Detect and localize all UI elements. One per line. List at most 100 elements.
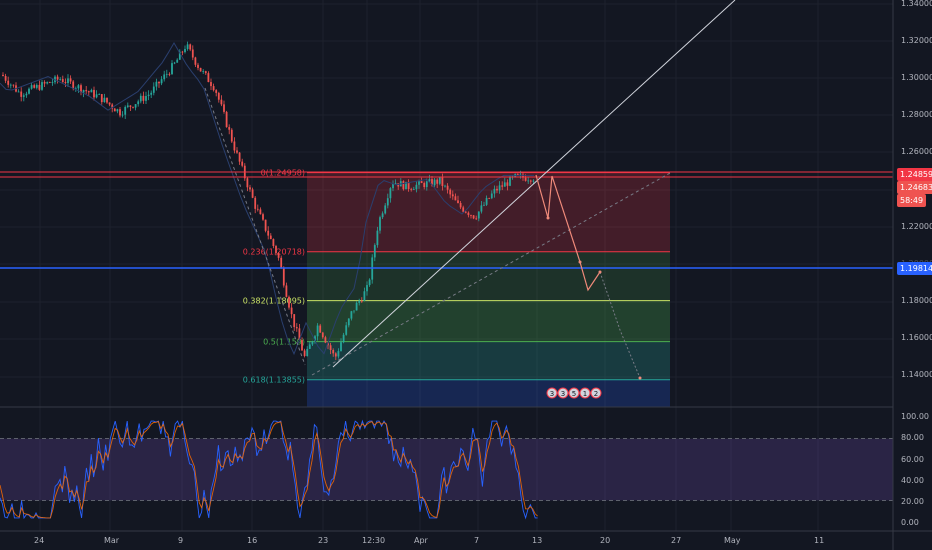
osc-tick: 20.00 [901, 497, 924, 506]
event-badge-count: 3 [550, 390, 554, 398]
candle-body [100, 94, 103, 103]
candle-body [498, 185, 501, 191]
osc-tick: 80.00 [901, 433, 924, 442]
candle-body [124, 106, 127, 115]
candle-body [77, 85, 80, 89]
fib-level-label: 0.382(1.18095) [243, 297, 305, 306]
candle-body [33, 85, 36, 88]
candle-body [522, 174, 524, 178]
candle-body [503, 182, 506, 187]
blue-line-price-tag: 1.19814 [897, 262, 932, 275]
price-tick: 1.26000 [901, 147, 932, 156]
candle-body [470, 215, 472, 216]
candle-body [366, 285, 368, 292]
candle-body [238, 152, 241, 162]
candle-body [490, 193, 493, 199]
candle-body [373, 245, 376, 258]
candle-body [405, 181, 407, 190]
candle-body [223, 104, 225, 112]
price-tick: 1.28000 [901, 110, 932, 119]
projection-path-red [535, 174, 601, 292]
candle-body [41, 82, 43, 90]
candle-body [194, 57, 197, 65]
candle-body [295, 327, 298, 329]
osc-tick: 100.00 [901, 412, 929, 421]
candle-body [272, 239, 275, 247]
candle-body [384, 205, 387, 214]
candle-body [72, 81, 75, 89]
candle-body [423, 183, 426, 188]
candle-body [233, 141, 236, 151]
candle-body [108, 102, 111, 105]
candle-body [17, 91, 20, 93]
candle-body [319, 325, 322, 333]
osc-tick: 60.00 [901, 455, 924, 464]
candle-body [392, 183, 394, 189]
candle-body [509, 176, 511, 186]
candle-body [217, 92, 220, 100]
event-badge [568, 387, 580, 399]
candle-body [38, 84, 41, 90]
candle-body [176, 59, 179, 63]
candle-body [480, 205, 483, 212]
candle-body [332, 349, 335, 354]
candle-body [165, 73, 168, 75]
candle-body [360, 300, 363, 302]
candle-body [303, 350, 306, 356]
candle-body [363, 291, 366, 301]
stoch-d-line [0, 421, 538, 519]
time-label: 27 [671, 536, 682, 545]
candle-body [532, 180, 535, 182]
candle-body [488, 198, 491, 199]
fib-zone [307, 300, 670, 342]
candle-body [446, 185, 449, 190]
event-badge [557, 387, 569, 399]
candle-body [298, 328, 301, 341]
candle-body [306, 348, 309, 356]
fib-level-label: 0(1.24958) [261, 169, 305, 178]
candle-body [251, 189, 254, 198]
fib-level-label: 0.618(1.13855) [243, 376, 305, 385]
candle-body [225, 111, 228, 128]
candle-body [402, 181, 405, 190]
candle-body [389, 188, 392, 199]
candle-body [431, 179, 433, 186]
oscillator-panel [0, 419, 893, 520]
last-price-tag: 1.24683 [897, 181, 932, 194]
projection-arrow-head [638, 376, 642, 380]
candle-body [285, 285, 288, 297]
candle-body [412, 189, 415, 190]
time-label: Mar [104, 536, 120, 545]
candle-body [152, 86, 155, 93]
fib-retracement[interactable]: 0(1.24958) 0.236(1.20718) 0.382(1.18095) 0.… [243, 169, 670, 407]
candle-body [197, 64, 199, 68]
candle-body [35, 84, 38, 88]
candle-body [85, 90, 88, 92]
candle-body [228, 127, 231, 130]
fib-zone [307, 172, 670, 252]
candle-body [116, 109, 119, 112]
candle-body [324, 337, 327, 343]
candle-body [529, 180, 532, 182]
candle-body [436, 179, 439, 184]
candle-body [80, 85, 82, 93]
candle-body [142, 95, 145, 101]
candle-body [28, 88, 30, 94]
candle-body [329, 345, 332, 350]
candle-body [4, 75, 7, 81]
fib-zone [307, 341, 670, 380]
candle-body [269, 235, 272, 240]
candle-body [394, 183, 397, 185]
fib-level-label: 0.236(1.20718) [243, 248, 305, 257]
candle-body [61, 79, 64, 83]
candle-body [475, 218, 478, 220]
candle-body [441, 177, 444, 186]
candle-body [264, 219, 267, 231]
candle-body [358, 300, 361, 303]
candle-body [30, 85, 33, 89]
candle-body [181, 51, 184, 53]
candle-body [290, 307, 293, 315]
candle-body [2, 74, 4, 76]
